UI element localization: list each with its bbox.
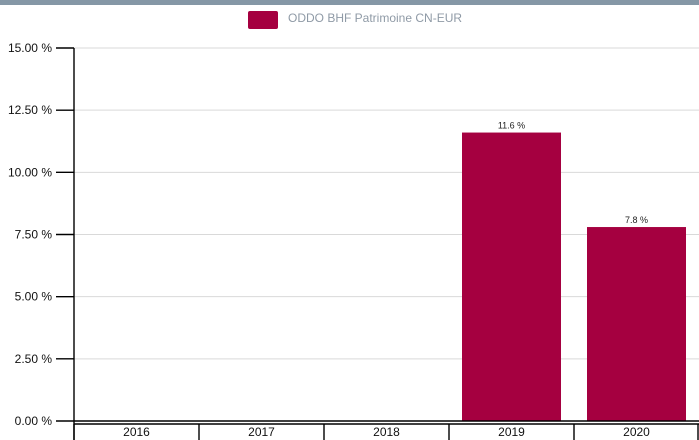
- y-tick-label: 12.50 %: [8, 103, 52, 117]
- y-tick-label: 5.00 %: [15, 290, 53, 304]
- y-tick-label: 2.50 %: [15, 352, 53, 366]
- axes: 0.00 % 2.50 % 5.00 % 7.50 % 10.00 % 12.50 % 15…: [8, 41, 699, 440]
- y-tick-label: 7.50 %: [15, 228, 53, 242]
- data-label-2019: 11.6 %: [498, 121, 525, 131]
- x-tick-label: 2017: [248, 425, 275, 439]
- top-accent-bar: [0, 0, 699, 5]
- bar-2020[interactable]: [587, 227, 686, 421]
- legend-swatch[interactable]: [248, 11, 278, 29]
- legend[interactable]: ODDO BHF Patrimoine CN-EUR: [248, 11, 462, 29]
- y-tick-label: 15.00 %: [8, 41, 52, 55]
- x-tick-label: 2016: [123, 425, 150, 439]
- x-tick-label: 2020: [623, 425, 650, 439]
- x-tick-label: 2019: [498, 425, 525, 439]
- bars: 11.6 % 7.8 %: [462, 121, 686, 421]
- bar-2019[interactable]: [462, 132, 561, 421]
- data-label-2020: 7.8 %: [625, 215, 648, 225]
- y-tick-label: 10.00 %: [8, 165, 52, 179]
- x-tick-label: 2018: [373, 425, 400, 439]
- y-tick-label: 0.00 %: [15, 414, 53, 428]
- legend-label[interactable]: ODDO BHF Patrimoine CN-EUR: [288, 11, 462, 25]
